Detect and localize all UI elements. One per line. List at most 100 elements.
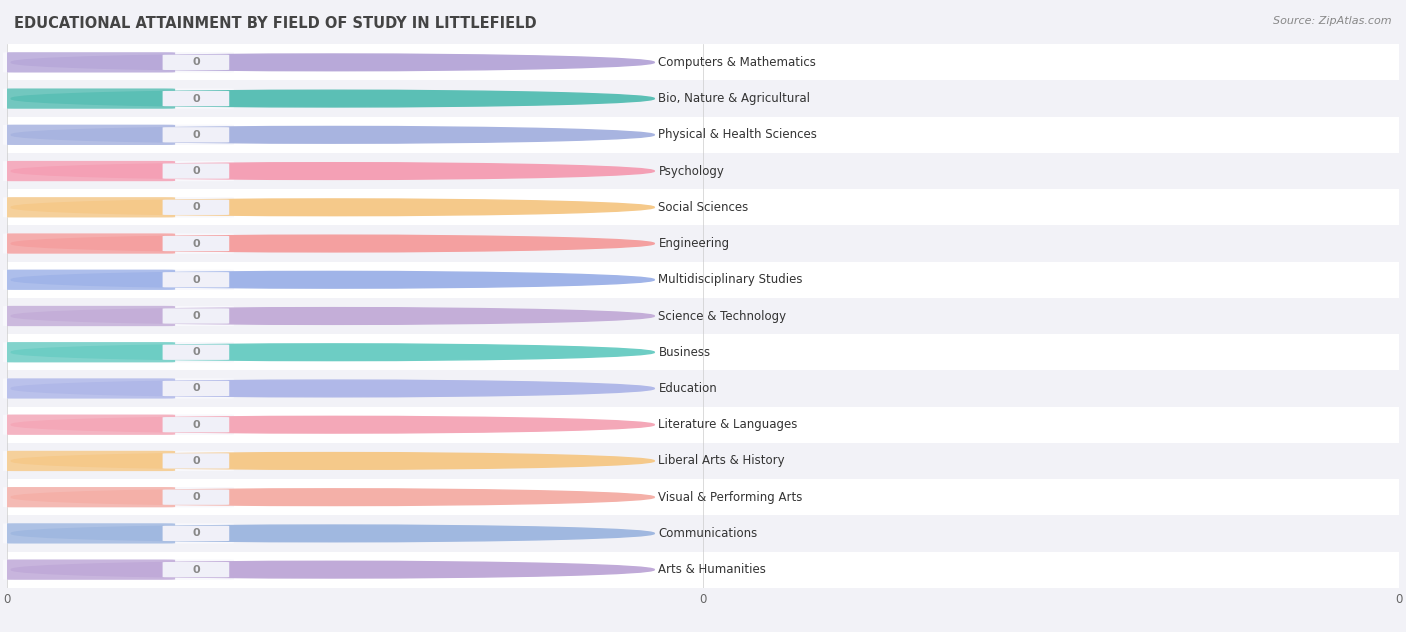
Text: EDUCATIONAL ATTAINMENT BY FIELD OF STUDY IN LITTLEFIELD: EDUCATIONAL ATTAINMENT BY FIELD OF STUDY… <box>14 16 537 31</box>
FancyBboxPatch shape <box>3 451 176 471</box>
FancyBboxPatch shape <box>163 272 229 288</box>
Text: Computers & Mathematics: Computers & Mathematics <box>658 56 817 69</box>
Text: 0: 0 <box>193 130 200 140</box>
Text: 0: 0 <box>193 347 200 357</box>
Text: Education: Education <box>658 382 717 395</box>
FancyBboxPatch shape <box>3 523 176 544</box>
Text: 0: 0 <box>193 456 200 466</box>
Bar <box>7 515 1399 552</box>
FancyBboxPatch shape <box>3 88 233 109</box>
Text: 0: 0 <box>193 238 200 248</box>
FancyBboxPatch shape <box>163 200 229 215</box>
FancyBboxPatch shape <box>3 306 176 326</box>
FancyBboxPatch shape <box>3 270 176 290</box>
Text: Physical & Health Sciences: Physical & Health Sciences <box>658 128 817 142</box>
Text: Bio, Nature & Agricultural: Bio, Nature & Agricultural <box>658 92 810 105</box>
Text: Social Sciences: Social Sciences <box>658 201 749 214</box>
Circle shape <box>11 162 654 179</box>
FancyBboxPatch shape <box>3 197 176 217</box>
Text: 0: 0 <box>193 420 200 430</box>
FancyBboxPatch shape <box>163 164 229 179</box>
Bar <box>7 189 1399 226</box>
Bar <box>7 153 1399 189</box>
FancyBboxPatch shape <box>3 306 233 326</box>
FancyBboxPatch shape <box>3 270 233 290</box>
Text: Arts & Humanities: Arts & Humanities <box>658 563 766 576</box>
FancyBboxPatch shape <box>3 197 233 217</box>
Text: 0: 0 <box>193 492 200 502</box>
FancyBboxPatch shape <box>3 523 233 544</box>
FancyBboxPatch shape <box>3 559 176 580</box>
Bar <box>7 44 1399 80</box>
FancyBboxPatch shape <box>163 562 229 577</box>
FancyBboxPatch shape <box>3 559 233 580</box>
Circle shape <box>11 271 654 288</box>
FancyBboxPatch shape <box>3 125 233 145</box>
Circle shape <box>11 308 654 324</box>
Text: Literature & Languages: Literature & Languages <box>658 418 797 431</box>
FancyBboxPatch shape <box>3 379 233 399</box>
FancyBboxPatch shape <box>3 88 176 109</box>
FancyBboxPatch shape <box>163 417 229 432</box>
FancyBboxPatch shape <box>3 161 233 181</box>
Bar <box>7 262 1399 298</box>
FancyBboxPatch shape <box>3 342 233 362</box>
FancyBboxPatch shape <box>3 487 176 507</box>
FancyBboxPatch shape <box>163 490 229 505</box>
Bar <box>7 443 1399 479</box>
Text: Multidisciplinary Studies: Multidisciplinary Studies <box>658 273 803 286</box>
Bar <box>7 334 1399 370</box>
FancyBboxPatch shape <box>163 526 229 541</box>
FancyBboxPatch shape <box>3 233 176 253</box>
FancyBboxPatch shape <box>3 379 176 399</box>
Circle shape <box>11 525 654 542</box>
FancyBboxPatch shape <box>3 342 176 362</box>
FancyBboxPatch shape <box>3 233 233 253</box>
Bar <box>7 226 1399 262</box>
Text: 0: 0 <box>193 528 200 538</box>
FancyBboxPatch shape <box>163 308 229 324</box>
Circle shape <box>11 489 654 506</box>
FancyBboxPatch shape <box>3 52 233 73</box>
Text: 0: 0 <box>193 94 200 104</box>
Circle shape <box>11 561 654 578</box>
Text: Engineering: Engineering <box>658 237 730 250</box>
Text: 0: 0 <box>193 564 200 574</box>
Text: Communications: Communications <box>658 527 758 540</box>
Text: 0: 0 <box>193 311 200 321</box>
Circle shape <box>11 54 654 71</box>
FancyBboxPatch shape <box>3 52 176 73</box>
Text: Source: ZipAtlas.com: Source: ZipAtlas.com <box>1274 16 1392 26</box>
Circle shape <box>11 344 654 361</box>
Bar <box>7 298 1399 334</box>
Circle shape <box>11 380 654 397</box>
Circle shape <box>11 126 654 143</box>
Text: Liberal Arts & History: Liberal Arts & History <box>658 454 785 468</box>
Bar <box>7 479 1399 515</box>
Text: 0: 0 <box>193 202 200 212</box>
FancyBboxPatch shape <box>163 344 229 360</box>
FancyBboxPatch shape <box>163 453 229 468</box>
Circle shape <box>11 416 654 433</box>
Text: Psychology: Psychology <box>658 164 724 178</box>
FancyBboxPatch shape <box>3 415 176 435</box>
FancyBboxPatch shape <box>163 127 229 142</box>
Bar <box>7 370 1399 406</box>
Circle shape <box>11 453 654 470</box>
FancyBboxPatch shape <box>3 451 233 471</box>
Text: 0: 0 <box>193 166 200 176</box>
Circle shape <box>11 235 654 252</box>
Circle shape <box>11 199 654 216</box>
FancyBboxPatch shape <box>163 381 229 396</box>
FancyBboxPatch shape <box>163 236 229 251</box>
Bar <box>7 406 1399 443</box>
Text: 0: 0 <box>193 58 200 68</box>
FancyBboxPatch shape <box>3 487 233 507</box>
Text: Business: Business <box>658 346 710 359</box>
Bar <box>7 552 1399 588</box>
FancyBboxPatch shape <box>3 161 176 181</box>
FancyBboxPatch shape <box>163 91 229 106</box>
FancyBboxPatch shape <box>3 125 176 145</box>
Text: 0: 0 <box>193 384 200 394</box>
Text: Science & Technology: Science & Technology <box>658 310 786 322</box>
